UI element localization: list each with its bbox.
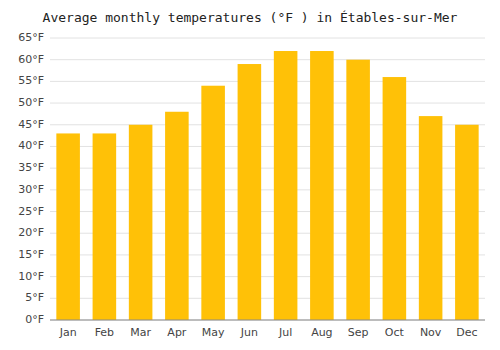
x-tick-label: Mar [130,326,151,339]
x-tick-label: Nov [420,326,442,339]
grid-line [50,59,485,60]
bar [455,125,479,320]
bar [346,60,370,320]
grid-line [50,320,485,321]
bar [383,77,407,320]
bar [310,51,334,320]
x-tick-label: Feb [95,326,114,339]
bars [56,51,478,320]
grid-line [50,81,485,82]
y-tick-label: 55°F [18,74,44,87]
bar [165,112,189,320]
x-tick-label: Aug [311,326,332,339]
y-tick-label: 5°F [25,291,44,304]
x-tick-label: Dec [456,326,477,339]
grid-line [50,38,485,39]
y-tick-label: 65°F [18,31,44,44]
bar [238,64,262,320]
y-tick-label: 50°F [18,96,44,109]
x-tick-label: Apr [167,326,187,339]
y-tick-label: 40°F [18,139,44,152]
chart-svg: 0°F 5°F 10°F 15°F 20°F 25°F 30°F 35°F 40°F 45°F 50… [0,0,500,350]
x-tick-label: Oct [385,326,405,339]
grid-line [50,103,485,104]
y-tick-label: 35°F [18,161,44,174]
y-tick-label: 10°F [18,270,44,283]
chart-container: 0°F 5°F 10°F 15°F 20°F 25°F 30°F 35°F 40°F 45°F 50… [0,0,500,350]
y-tick-label: 60°F [18,53,44,66]
x-tick-label: Jan [59,326,77,339]
bar [93,133,117,320]
x-tick-label: Jul [278,326,292,339]
y-tick-label: 0°F [25,313,44,326]
bar [201,86,225,320]
y-tick-label: 25°F [18,205,44,218]
y-tick-label: 30°F [18,183,44,196]
y-tick-label: 15°F [18,248,44,261]
y-tick-label: 45°F [18,118,44,131]
bar [274,51,298,320]
bar [419,116,443,320]
title: Average monthly temperatures (°F ) in Ét… [43,10,458,25]
bar [56,133,80,320]
x-axis-line [50,320,485,321]
x-tick-label: Jun [240,326,258,339]
bar [129,125,153,320]
y-tick-label: 20°F [18,226,44,239]
x-tick-label: May [202,326,225,339]
x-tick-label: Sep [348,326,369,339]
